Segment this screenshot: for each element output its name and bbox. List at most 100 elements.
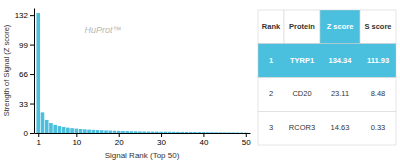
x-tick-mark <box>76 133 77 137</box>
table-cell: 14.63 <box>331 123 350 132</box>
bar <box>138 131 142 133</box>
y-tick: 99 <box>19 41 34 50</box>
y-axis-title: Strength of Signal (Z score) <box>2 24 11 116</box>
table-header: Protein <box>289 22 315 31</box>
table-header-cell <box>284 10 320 44</box>
table-cell: 2 <box>269 89 273 98</box>
bar <box>121 131 125 133</box>
x-tick-label: 30 <box>157 138 166 147</box>
chart: 110203040500336699132Signal Rank (Top 50… <box>0 0 400 161</box>
y-axis-line <box>34 9 35 134</box>
y-tick: 132 <box>15 11 34 20</box>
y-tick: 66 <box>19 70 34 79</box>
bars <box>36 13 247 133</box>
plot: 1 10 20 30 40 50 0 33 66 99 132 <box>15 9 252 147</box>
x-tick-label: 40 <box>199 138 208 147</box>
table-cell: CD20 <box>292 89 311 98</box>
x-tick: 50 <box>242 133 251 147</box>
y-tick-label: 66 <box>19 70 28 79</box>
bar <box>125 131 129 133</box>
watermark: HuProt™ <box>85 25 122 35</box>
bar <box>58 126 62 133</box>
bar <box>62 127 66 133</box>
table-cell: 134.34 <box>329 56 353 65</box>
bar <box>189 132 193 133</box>
bar <box>147 132 151 133</box>
bar <box>134 131 138 133</box>
bar <box>100 130 104 133</box>
bar <box>240 132 244 133</box>
bar <box>117 131 121 133</box>
y-tick-label: 0 <box>24 129 29 138</box>
table: RankProteinZ scoreS score1TYRP1134.34111… <box>258 10 396 145</box>
table-header-cell <box>360 10 396 44</box>
bar <box>159 132 163 133</box>
bar <box>130 131 134 133</box>
x-axis-title: Signal Rank (Top 50) <box>105 151 180 160</box>
bar <box>36 13 40 133</box>
bar <box>75 129 79 133</box>
y-tick-mark <box>30 45 34 46</box>
bar <box>193 132 197 133</box>
x-axis: 1 10 20 30 40 50 <box>35 133 252 147</box>
bar <box>214 132 218 133</box>
bar <box>41 112 45 133</box>
table-row <box>258 111 396 145</box>
table-cell: 0.33 <box>371 123 386 132</box>
x-tick-label: 20 <box>115 138 124 147</box>
bar <box>219 132 223 133</box>
bar <box>79 129 83 133</box>
y-tick-mark <box>30 15 34 16</box>
x-tick-mark <box>38 133 39 137</box>
bar <box>49 123 53 133</box>
table-header-cell <box>258 10 284 44</box>
bar <box>70 128 74 133</box>
y-axis: 0 33 66 99 132 <box>15 9 35 139</box>
bar <box>185 132 189 133</box>
y-tick-label: 33 <box>19 100 28 109</box>
bar <box>168 132 172 133</box>
table-header: Rank <box>262 22 281 31</box>
table-cell: 3 <box>269 123 273 132</box>
x-tick: 30 <box>157 133 166 147</box>
x-tick-label: 50 <box>242 138 251 147</box>
bar <box>83 129 87 133</box>
bar <box>53 125 57 133</box>
bar <box>210 132 214 133</box>
bar <box>66 128 70 133</box>
table-cell: TYRP1 <box>290 56 314 65</box>
table-cell: 8.48 <box>371 89 386 98</box>
bar <box>151 132 155 133</box>
table-row <box>258 78 396 112</box>
bar <box>180 132 184 133</box>
bar <box>231 132 235 133</box>
bar <box>45 120 49 133</box>
bar <box>223 132 227 133</box>
x-tick-label: 1 <box>37 138 42 147</box>
bar <box>235 132 239 133</box>
bar <box>155 132 159 133</box>
x-tick-mark <box>161 133 162 137</box>
table-header: S score <box>364 22 391 31</box>
x-tick-mark <box>203 133 204 137</box>
table-cell: RCOR3 <box>289 123 315 132</box>
bar <box>87 130 91 133</box>
bar <box>172 132 176 133</box>
x-tick-mark <box>246 133 247 137</box>
x-tick-label: 10 <box>72 138 81 147</box>
table-cell: 1 <box>269 56 273 65</box>
bar <box>142 131 146 133</box>
bar <box>163 132 167 133</box>
x-tick: 40 <box>199 133 208 147</box>
bar <box>202 132 206 133</box>
y-tick-mark <box>30 104 34 105</box>
table-cell: 23.11 <box>331 89 349 98</box>
bar <box>176 132 180 133</box>
y-tick-label: 99 <box>19 41 28 50</box>
bar <box>91 130 95 133</box>
bar <box>96 130 100 133</box>
table-row <box>258 44 396 78</box>
bar <box>197 132 201 133</box>
bar <box>108 131 112 133</box>
table-header: Z score <box>327 22 354 31</box>
